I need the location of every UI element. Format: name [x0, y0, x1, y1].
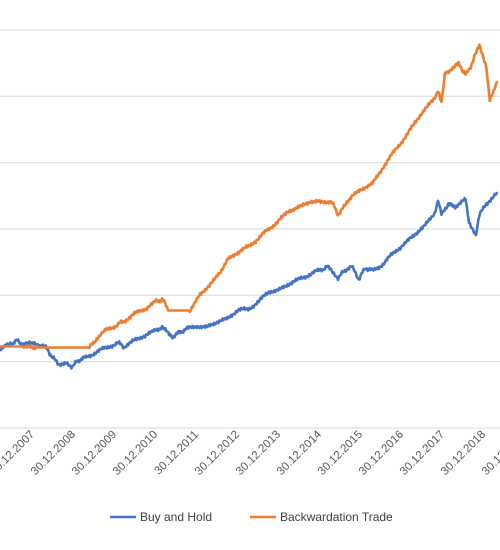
legend-label: Backwardation Trade [280, 510, 393, 524]
legend: Buy and Hold Backwardation Trade [110, 510, 393, 524]
series-line-backwardation-trade [0, 43, 499, 351]
x-axis-tick-labels: 30.12.200730.12.200830.12.200930.12.2010… [0, 428, 500, 478]
series-lines [0, 43, 499, 370]
series-line-buy-and-hold [0, 191, 499, 370]
legend-label: Buy and Hold [140, 510, 212, 524]
gridlines [0, 29, 500, 429]
x-tick-label: 30.12.2010 [111, 429, 160, 478]
